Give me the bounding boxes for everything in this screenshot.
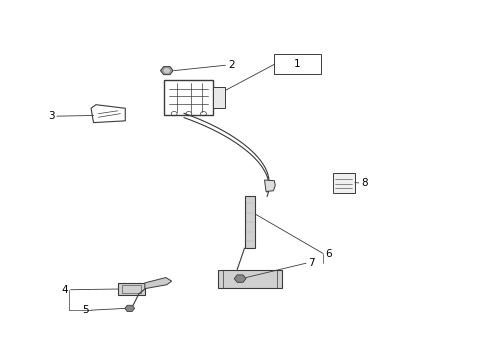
Bar [213, 87, 225, 108]
Bar [122, 285, 141, 293]
Text: 5: 5 [82, 305, 89, 315]
Text: 2: 2 [228, 60, 235, 70]
Circle shape [164, 69, 169, 72]
Bar [245, 196, 255, 248]
Bar [118, 283, 145, 295]
Polygon shape [160, 67, 173, 75]
Text: 7: 7 [309, 258, 315, 268]
Polygon shape [234, 275, 246, 282]
Text: 3: 3 [48, 111, 54, 121]
Bar [218, 270, 282, 288]
Text: 6: 6 [326, 248, 332, 258]
Text: 8: 8 [361, 178, 368, 188]
Bar [333, 173, 355, 193]
Bar [274, 54, 321, 74]
Polygon shape [145, 278, 172, 289]
Text: 4: 4 [62, 285, 68, 295]
Polygon shape [125, 305, 135, 311]
Bar [164, 80, 213, 116]
Polygon shape [265, 180, 275, 192]
Text: 1: 1 [294, 59, 301, 69]
